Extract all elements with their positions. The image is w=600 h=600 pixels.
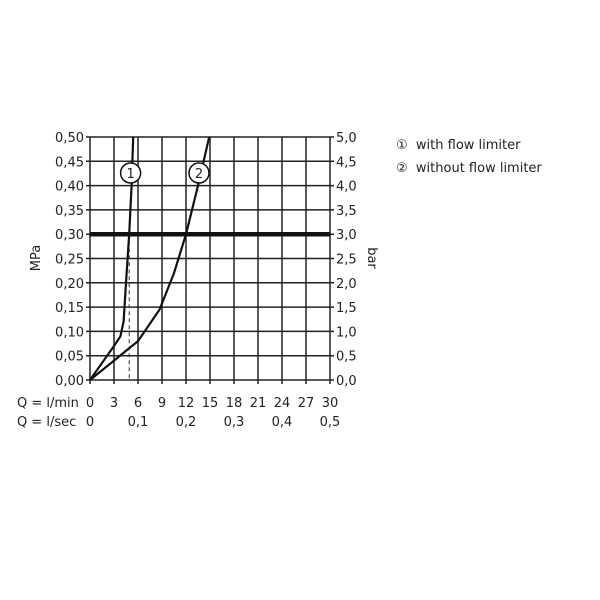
x-tick-label-lsec: 0,1 [128,415,149,430]
x-tick-label-lmin: 30 [322,396,339,411]
x-tick-label-lmin: 12 [178,396,195,411]
y-tick-label-left: 0,50 [55,131,84,146]
y-tick-label-left: 0,05 [55,350,84,365]
series-marker-label: 1 [126,167,134,182]
y-tick-label-left: 0,35 [55,204,84,219]
y-tick-label-right: 1,0 [336,325,357,340]
x-tick-label-lmin: 0 [86,396,94,411]
x-tick-label-lsec: 0,4 [272,415,293,430]
y-tick-label-right: 4,0 [336,180,357,195]
legend-label-1: with flow limiter [415,138,521,153]
x-tick-label-lsec: 0,2 [176,415,197,430]
y-tick-label-left: 0,15 [55,301,84,316]
y-tick-label-right: 3,0 [336,228,357,243]
y-tick-label-right: 2,5 [336,253,357,268]
series-line-2 [89,136,211,381]
y-tick-label-right: 4,5 [336,155,357,170]
legend-item-1: ① with flow limiter [396,134,542,157]
x-tick-label-lmin: 27 [298,396,315,411]
x-tick-label-lmin: 3 [110,396,118,411]
x-axis-label-lsec: Q = l/sec [17,415,76,430]
tick-labels: 0 3 6 9 12 15 18 21 24 27 300,00 0,00,05 0,50,10 1,00… [55,131,357,430]
y-tick-label-left: 0,30 [55,228,84,243]
legend-symbol-1: ① [396,138,408,153]
legend-symbol-2: ② [396,161,408,176]
x-tick-label-lmin: 15 [202,396,219,411]
y-axis-label-left: MPa [29,245,44,271]
series-marker-label: 2 [195,167,203,182]
legend-label-2: without flow limiter [415,161,542,176]
y-tick-label-left: 0,20 [55,277,84,292]
series-marker-circle [188,162,210,184]
y-tick-label-right: 1,5 [336,301,357,316]
x-tick-label-lsec: 0,3 [224,415,245,430]
series-line-1 [89,136,135,381]
y-tick-label-right: 0,0 [336,374,357,389]
y-tick-label-left: 0,25 [55,253,84,268]
x-axis-label-lmin: Q = l/min [17,396,79,411]
y-tick-label-right: 5,0 [336,131,357,146]
series-marker-circle [119,162,142,184]
legend-item-2: ② without flow limiter [396,157,542,180]
x-tick-label-lmin: 24 [274,396,291,411]
y-tick-label-right: 3,5 [336,204,357,219]
x-tick-label-lmin: 18 [226,396,243,411]
y-tick-label-left: 0,10 [55,325,84,340]
y-tick-label-right: 2,0 [336,277,357,292]
x-tick-label-lsec: 0 [86,415,94,430]
y-tick-label-left: 0,00 [55,374,84,389]
x-tick-label-lmin: 21 [250,396,267,411]
y-tick-label-right: 0,5 [336,350,357,365]
y-tick-label-left: 0,45 [55,155,84,170]
x-tick-label-lsec: 0,5 [320,415,341,430]
x-tick-label-lmin: 9 [158,396,166,411]
y-axis-label-right: bar [364,247,379,269]
y-tick-label-left: 0,40 [55,180,84,195]
legend: ① with flow limiter ② without flow limit… [396,134,542,180]
x-tick-label-lmin: 6 [134,396,142,411]
